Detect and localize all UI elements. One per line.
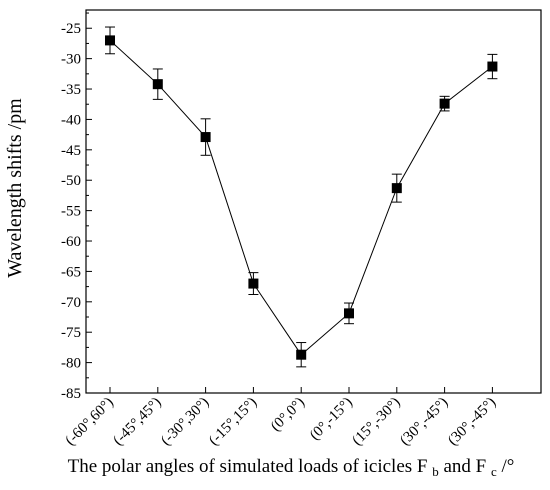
x-tick-label: (-30°,30°) — [158, 395, 212, 449]
y-axis-label: Wavelength shifts /pm — [4, 98, 26, 278]
y-tick-label: -75 — [61, 325, 81, 341]
y-tick-label: -30 — [61, 52, 81, 68]
x-tick-label: (-15°,15°) — [206, 395, 260, 449]
data-point — [152, 79, 163, 90]
x-tick-label: (-60°,60°) — [63, 395, 117, 449]
y-tick-label: -45 — [61, 143, 81, 159]
x-axis-label-sub-b: b — [432, 464, 439, 479]
data-point — [391, 183, 402, 194]
y-tick-label: -85 — [61, 386, 81, 402]
x-axis-label-main: The polar angles of simulated loads of i… — [68, 456, 428, 477]
data-point — [105, 35, 115, 46]
x-tick-label: (0°,0°) — [268, 395, 308, 435]
y-tick-label: -80 — [61, 356, 81, 372]
y-tick-label: -55 — [61, 204, 81, 220]
x-tick-label: (30°,-45°) — [445, 395, 499, 449]
data-point — [344, 308, 354, 319]
y-tick-label: -40 — [61, 112, 81, 128]
x-tick-label: (-45°,45°) — [110, 395, 164, 449]
y-tick-label: -65 — [61, 264, 81, 280]
x-axis-label: The polar angles of simulated loads of i… — [68, 456, 515, 481]
data-point — [200, 132, 211, 143]
data-point — [296, 349, 307, 360]
y-tick-label: -25 — [61, 21, 81, 37]
data-point — [248, 278, 259, 289]
x-axis-label-unit: /° — [502, 456, 515, 477]
x-tick-label: (15°,-30°) — [349, 395, 403, 449]
y-tick-label: -60 — [61, 234, 81, 250]
x-tick-label: (0°,-15°) — [307, 395, 356, 444]
y-axis: -85 -80 -75 -70 -65 -60 -55 -50 -45 -40 -35 -30 -25 — [61, 12, 92, 402]
x-axis-label-sub-c: c — [491, 464, 497, 479]
y-tick-label: -50 — [61, 173, 81, 189]
x-axis: (-60°,60°)(-45°,45°)(-30°,30°)(-15°,15°)… — [63, 387, 499, 449]
series-line — [109, 40, 493, 356]
y-tick-label: -70 — [61, 295, 81, 311]
data-point — [487, 61, 498, 72]
plot-frame — [85, 9, 542, 394]
x-tick-label: (30°,-45°) — [397, 395, 451, 449]
series-layer — [105, 26, 498, 368]
y-tick-label: -35 — [61, 82, 81, 98]
x-axis-label-and: and F — [443, 456, 486, 477]
plot-area — [85, 9, 542, 394]
data-point — [439, 98, 450, 109]
